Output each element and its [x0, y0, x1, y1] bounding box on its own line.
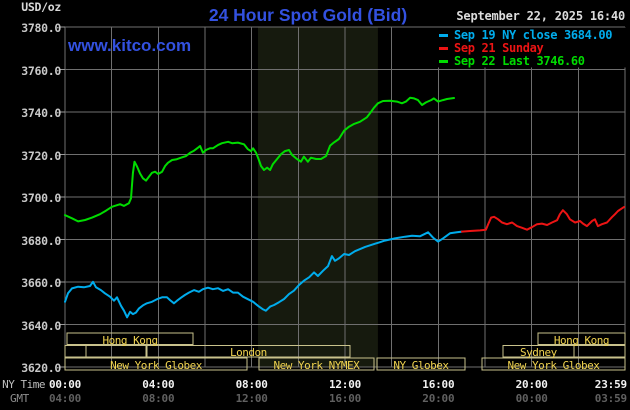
y-axis-label: 3740.0: [21, 106, 61, 120]
x-axis-label-ny: 00:00: [48, 378, 82, 391]
session-label: Hong Kong: [553, 333, 610, 347]
sep22-line-swatch-icon: [439, 59, 448, 63]
session-box: [376, 357, 466, 371]
session-box: [64, 345, 87, 358]
y-axis-label: 3620.0: [21, 361, 61, 375]
x-axis-label-gmt: 08:00: [142, 392, 175, 405]
x-axis-label-ny: 08:00: [235, 378, 268, 391]
session-box: [66, 332, 194, 345]
session-box: [537, 332, 626, 345]
session-box: [85, 345, 147, 358]
sep19-line-swatch-icon: [439, 33, 448, 37]
legend-label: Sep 19 NY close 3684.00: [454, 28, 613, 42]
x-axis-label-gmt: 12:00: [235, 392, 268, 405]
session-label: New York Globex: [110, 358, 202, 372]
x-axis-gmt-caption: GMT: [10, 392, 29, 405]
price-line: [460, 206, 626, 233]
y-axis-label: 3640.0: [21, 318, 61, 333]
chart-datetime: September 22, 2025 16:40: [456, 9, 625, 23]
x-axis-ny-time-caption: NY Time: [2, 378, 45, 391]
price-line: [64, 230, 463, 319]
session-label: London: [230, 346, 267, 359]
page-title: 24 Hour Spot Gold (Bid): [208, 5, 408, 25]
x-axis-label-ny: 16:00: [422, 378, 455, 391]
session-label: Hong Kong: [102, 333, 159, 347]
kitco-watermark-link[interactable]: www.kitco.com: [68, 36, 192, 55]
x-axis-label-ny: 12:00: [328, 378, 362, 391]
session-box: [258, 357, 375, 371]
session-label: New York NYMEX: [273, 358, 360, 372]
legend-item-sep21: Sep 21 Sunday: [439, 41, 544, 55]
x-axis-label-ny: 20:00: [515, 378, 548, 391]
session-box: [481, 357, 626, 371]
session-label: Sydney: [520, 346, 557, 359]
x-axis-label-ny: 23:59: [594, 378, 627, 391]
y-axis-label: 3780.0: [21, 21, 61, 35]
price-line: [64, 96, 455, 223]
legend-item-sep19: Sep 19 NY close 3684.00: [439, 28, 613, 42]
session-box: [64, 357, 248, 371]
x-axis-label-ny: 04:00: [142, 378, 175, 391]
x-axis-label-gmt: 03:59: [594, 392, 627, 405]
y-axis-label: 3680.0: [21, 233, 61, 248]
x-axis-label-gmt: 00:00: [515, 392, 548, 405]
session-label: NY Globex: [393, 358, 449, 372]
session-label: New York Globex: [507, 358, 600, 372]
x-axis-label-gmt: 04:00: [48, 392, 82, 405]
y-axis-label: 3720.0: [21, 148, 61, 163]
sep21-line-swatch-icon: [439, 46, 448, 50]
legend-item-sep22: Sep 22 Last 3746.60: [439, 54, 585, 68]
session-box: [146, 345, 351, 358]
legend-label: Sep 21 Sunday: [454, 41, 544, 55]
session-box: [573, 345, 626, 358]
x-axis-label-gmt: 20:00: [422, 392, 455, 405]
y-axis-label: 3660.0: [21, 276, 61, 290]
y-axis-label: 3700.0: [21, 191, 61, 205]
legend-background: [437, 27, 630, 68]
x-axis-label-gmt: 16:00: [328, 392, 362, 405]
y-axis-label: 3760.0: [21, 63, 61, 78]
y-axis-unit-label: USD/oz: [21, 0, 61, 14]
legend-label: Sep 22 Last 3746.60: [454, 54, 585, 68]
